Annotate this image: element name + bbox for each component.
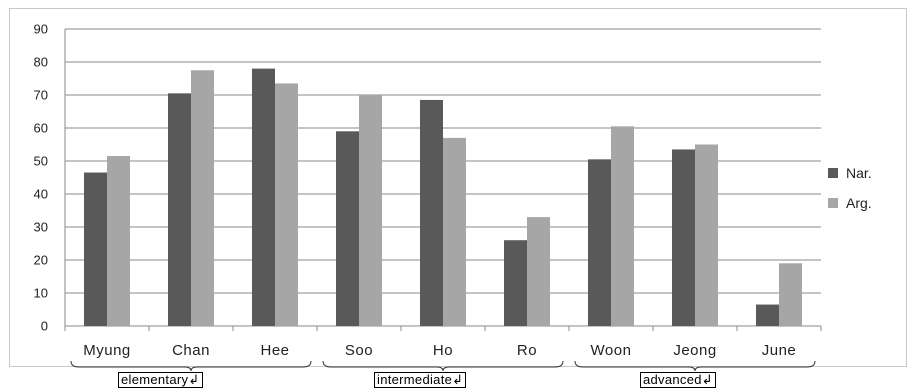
bar-myung-nar [84, 172, 107, 326]
y-tick-label: 20 [34, 253, 48, 268]
bar-woon-nar [588, 159, 611, 326]
y-tick-label: 60 [34, 121, 48, 136]
group-label-elementary: elementary↲ [118, 372, 203, 388]
x-tick-label: Myung [83, 342, 131, 359]
y-tick-label: 10 [34, 286, 48, 301]
bar-chan-arg [191, 70, 214, 326]
legend-swatch-nar [828, 168, 838, 178]
bar-ho-nar [420, 99, 443, 326]
bar-jeong-nar [672, 149, 695, 326]
group-bracket [322, 360, 564, 372]
y-tick-label: 80 [34, 55, 48, 70]
x-tick-label: Ho [433, 342, 453, 359]
y-tick-label: 90 [34, 22, 48, 37]
bar-ro-nar [504, 240, 527, 326]
group-bracket [574, 360, 816, 372]
bar-chan-nar [168, 93, 191, 326]
bar-june-arg [779, 263, 802, 326]
x-tick-label: Soo [345, 342, 373, 359]
bar-soo-nar [336, 131, 359, 326]
legend-label: Nar. [846, 165, 872, 181]
bar-june-nar [756, 304, 779, 326]
group-bracket [70, 360, 312, 372]
bar-hee-arg [275, 83, 298, 326]
x-tick-label: Hee [260, 342, 289, 359]
x-tick-label: Chan [172, 342, 210, 359]
bar-jeong-arg [695, 144, 718, 326]
x-tick-label: June [762, 342, 797, 359]
bar-myung-arg [107, 156, 130, 326]
y-tick-label: 0 [41, 319, 48, 334]
bar-woon-arg [611, 126, 634, 326]
x-tick-label: Ro [517, 342, 537, 359]
y-tick-label: 30 [34, 220, 48, 235]
y-tick-label: 50 [34, 154, 48, 169]
bar-ro-arg [527, 217, 550, 326]
group-label-intermediate: intermediate↲ [374, 372, 467, 388]
bar-ho-arg [443, 137, 466, 326]
y-tick-label: 70 [34, 88, 48, 103]
legend-label: Arg. [846, 195, 872, 211]
legend-swatch-arg [828, 198, 838, 208]
group-label-advanced: advanced↲ [640, 372, 716, 388]
x-tick-label: Jeong [673, 342, 716, 359]
y-tick-label: 40 [34, 187, 48, 202]
x-tick-label: Woon [591, 342, 632, 359]
bar-hee-nar [252, 68, 275, 326]
bar-soo-arg [359, 95, 382, 326]
